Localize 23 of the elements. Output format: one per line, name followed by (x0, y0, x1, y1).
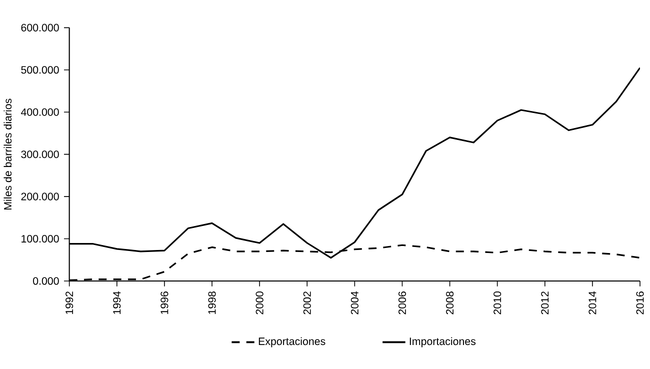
legend-label: Exportaciones (258, 337, 326, 348)
x-tick-label: 1996 (160, 292, 168, 314)
x-tick-label: 1998 (208, 292, 216, 314)
y-tick-label: 100.000 (22, 235, 59, 243)
y-tick-label: 600.000 (21, 24, 59, 32)
x-tick-label: 2002 (303, 292, 311, 314)
x-tick-label: 1992 (66, 292, 74, 314)
x-tick-label: 2016 (636, 292, 644, 314)
y-tick-label: 400.000 (20, 108, 59, 116)
legend-label: Importaciones (410, 337, 476, 348)
y-axis-title: Miles de barriles diarios (4, 98, 12, 210)
x-tick-label: 2000 (256, 291, 264, 314)
x-tick-label: 2014 (588, 291, 596, 314)
y-tick-label: 500.000 (21, 66, 59, 74)
x-tick-label: 1994 (113, 291, 121, 314)
x-tick-label: 2006 (398, 292, 406, 314)
y-tick-label: 300.000 (21, 150, 59, 158)
x-tick-label: 2008 (446, 292, 454, 314)
x-tick-label: 2010 (494, 291, 502, 314)
x-tick-label: 2004 (350, 291, 358, 314)
x-tick-label: 2012 (541, 292, 549, 314)
y-tick-label: 0.000 (33, 277, 59, 285)
y-tick-label: 200.000 (21, 192, 59, 200)
